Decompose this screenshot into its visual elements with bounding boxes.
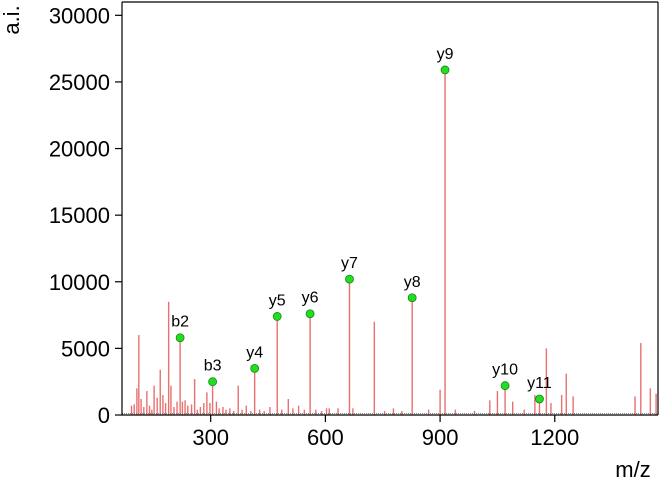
ion-marker-y5 [272, 312, 282, 321]
y-tick-label-20000: 20000 [49, 137, 110, 162]
ion-marker-y8 [407, 293, 417, 303]
ion-marker-y9 [440, 65, 450, 75]
y-ticks: 0 5000 10000 15000 20000 25000 30000 [49, 3, 122, 428]
y-tick-label-0: 0 [98, 403, 110, 428]
x-tick-label-1200: 1200 [530, 425, 579, 450]
ion-marker-y6 [305, 309, 315, 319]
ion-label-b3: b3 [204, 358, 222, 375]
ion-marker-y7 [345, 274, 354, 284]
ion-marker-b3 [208, 377, 218, 387]
ion-marker-y10 [500, 381, 510, 391]
ion-label-y4: y4 [246, 344, 263, 361]
y-axis-title: a.i. [0, 5, 24, 34]
ion-label-y6: y6 [302, 290, 319, 307]
ion-label-b2: b2 [171, 314, 189, 331]
ion-marker-b2 [175, 333, 185, 343]
ion-label-y11: y11 [527, 375, 552, 392]
ion-label-y8: y8 [404, 274, 421, 291]
ion-marker-y4 [250, 363, 260, 373]
y-tick-label-15000: 15000 [49, 203, 110, 228]
axes-layer [121, 1, 659, 416]
ion-label-y9: y9 [437, 46, 454, 63]
x-tick-label-600: 600 [307, 425, 344, 450]
x-tick-label-900: 900 [422, 425, 459, 450]
x-tick-label-300: 300 [192, 425, 229, 450]
y-tick-label-25000: 25000 [49, 70, 110, 95]
x-ticks: 300 600 900 1200 [192, 415, 579, 450]
ion-label-y7: y7 [341, 255, 358, 272]
ion-label-y10: y10 [492, 362, 518, 379]
y-tick-label-5000: 5000 [61, 336, 110, 361]
y-tick-label-10000: 10000 [49, 270, 110, 295]
peaks-layer [130, 69, 657, 415]
ion-annotations: b2 b3 y4 y5 y6 y7 y8 y9 y10 y11 [171, 46, 552, 404]
ion-label-y5: y5 [269, 292, 286, 309]
y-tick-label-30000: 30000 [49, 3, 110, 28]
ion-marker-y11 [535, 394, 544, 404]
x-axis-title: m/z [615, 457, 650, 482]
